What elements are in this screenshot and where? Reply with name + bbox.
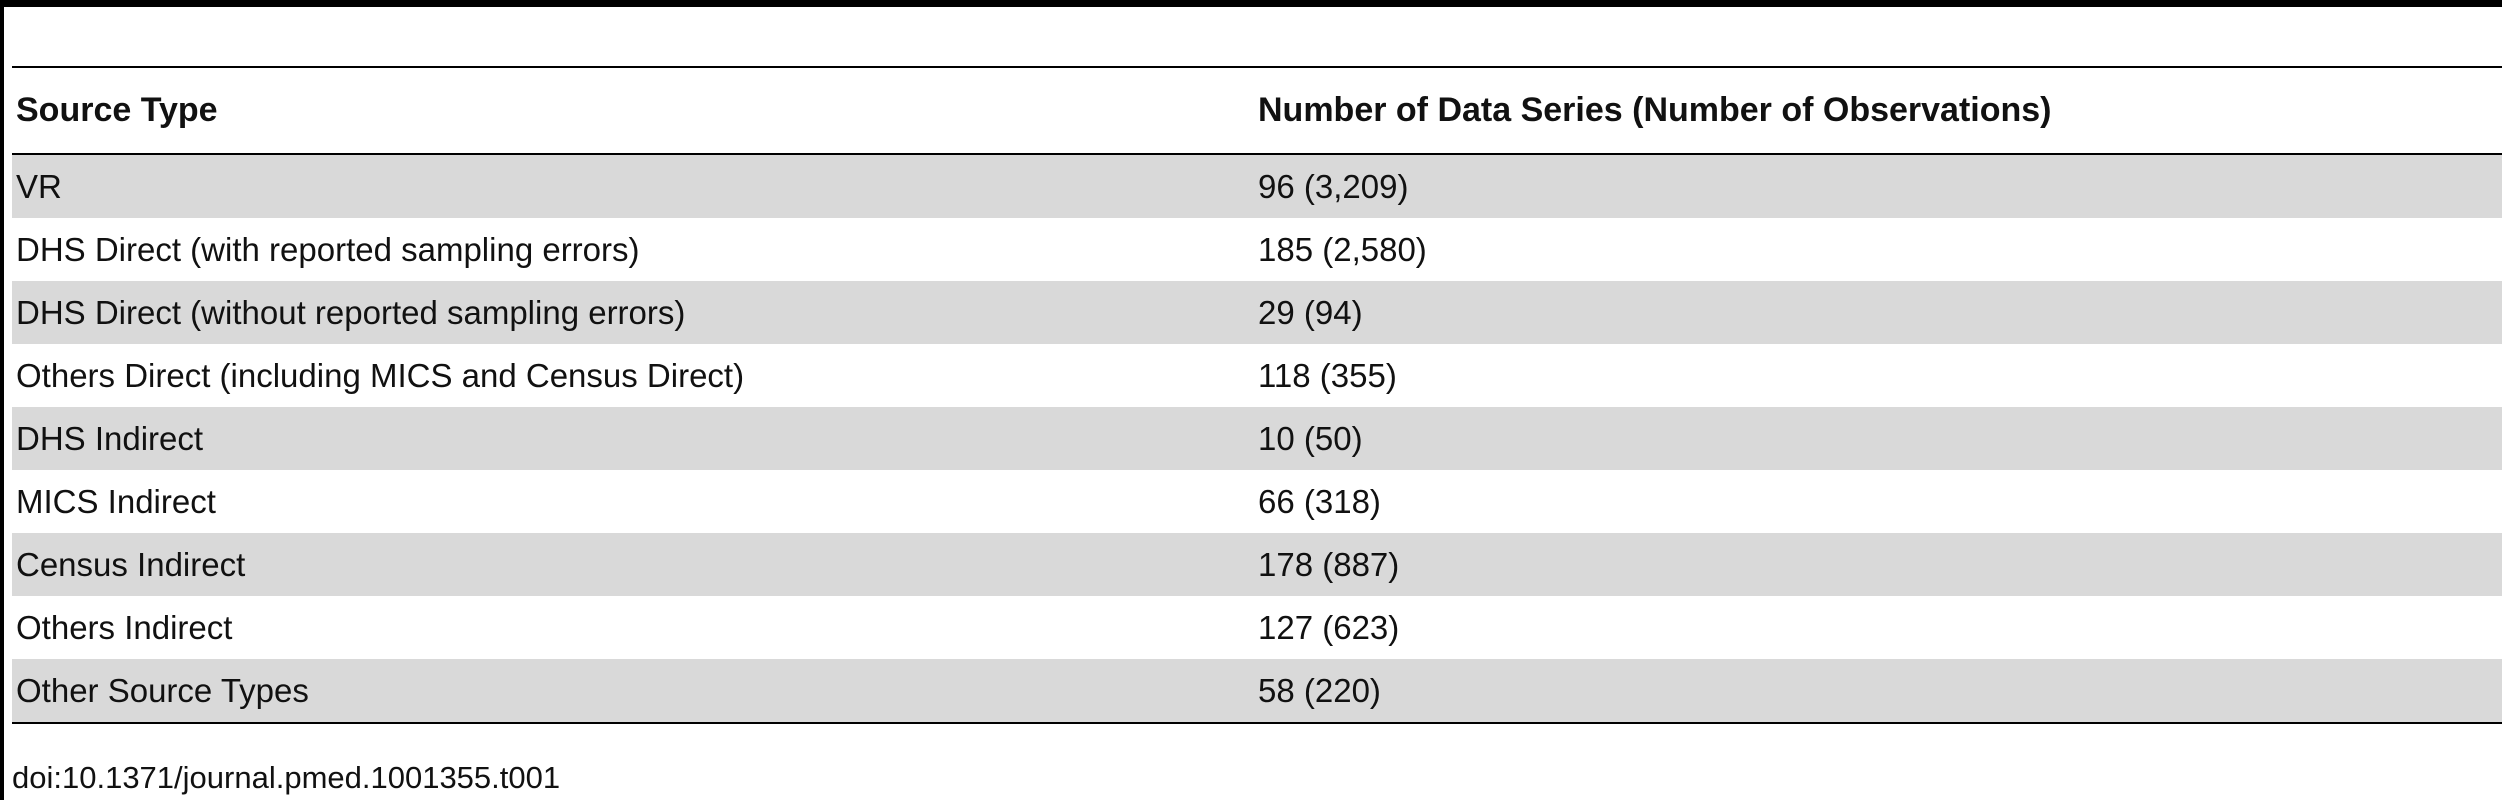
source-type-cell: VR xyxy=(16,168,62,205)
source-type-cell: DHS Direct (with reported sampling error… xyxy=(16,231,640,268)
series-count-cell: 178 (887) xyxy=(1258,546,1400,583)
doi-footnote: doi:10.1371/journal.pmed.1001355.t001 xyxy=(12,760,561,795)
table-row: DHS Direct (with reported sampling error… xyxy=(12,218,2502,281)
table-left-border xyxy=(0,0,4,800)
table-row: Others Indirect 127 (623) xyxy=(12,596,2502,659)
header-bottom-rule xyxy=(12,153,2502,155)
series-count-cell: 185 (2,580) xyxy=(1258,231,1427,268)
series-count-cell: 96 (3,209) xyxy=(1258,168,1409,205)
series-count-cell: 118 (355) xyxy=(1258,357,1397,394)
series-count-cell: 29 (94) xyxy=(1258,294,1363,331)
series-count-cell: 58 (220) xyxy=(1258,672,1381,709)
series-count-cell: 127 (623) xyxy=(1258,609,1400,646)
source-type-cell: Others Direct (including MICS and Census… xyxy=(16,357,745,394)
table-row: Others Direct (including MICS and Census… xyxy=(12,344,2502,407)
table-header-row: Source Type Number of Data Series (Numbe… xyxy=(12,68,2502,153)
source-type-cell: Others Indirect xyxy=(16,609,233,646)
table-row: MICS Indirect 66 (318) xyxy=(12,470,2502,533)
source-type-cell: DHS Direct (without reported sampling er… xyxy=(16,294,686,331)
source-type-cell: DHS Indirect xyxy=(16,420,204,457)
table-row: Census Indirect 178 (887) xyxy=(12,533,2502,596)
table-body: VR 96 (3,209) DHS Direct (with reported … xyxy=(12,155,2502,722)
source-type-cell: Census Indirect xyxy=(16,546,246,583)
table-row: DHS Direct (without reported sampling er… xyxy=(12,281,2502,344)
table-row: DHS Indirect 10 (50) xyxy=(12,407,2502,470)
series-count-cell: 66 (318) xyxy=(1258,483,1381,520)
table-top-border xyxy=(0,0,2502,7)
table-bottom-rule xyxy=(12,722,2502,724)
column-header-source-type: Source Type xyxy=(16,91,218,129)
table-row: VR 96 (3,209) xyxy=(12,155,2502,218)
source-type-cell: Other Source Types xyxy=(16,672,309,709)
column-header-number-of-series: Number of Data Series (Number of Observa… xyxy=(1258,91,2052,129)
source-type-cell: MICS Indirect xyxy=(16,483,216,520)
series-count-cell: 10 (50) xyxy=(1258,420,1363,457)
header-top-rule xyxy=(12,66,2502,68)
table-row: Other Source Types 58 (220) xyxy=(12,659,2502,722)
